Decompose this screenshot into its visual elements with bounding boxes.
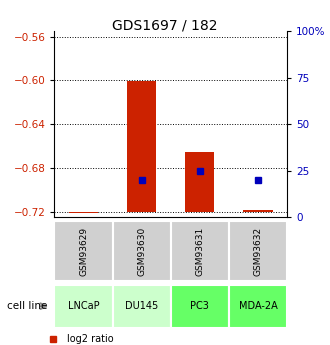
- Bar: [113, 221, 171, 281]
- Text: GSM93631: GSM93631: [195, 226, 204, 276]
- Bar: [54, 221, 113, 281]
- Text: log2 ratio: log2 ratio: [67, 334, 114, 344]
- Bar: [113, 285, 171, 328]
- Bar: [127, 81, 156, 212]
- Bar: [171, 221, 229, 281]
- Bar: [244, 210, 273, 212]
- Text: GSM93629: GSM93629: [79, 226, 88, 276]
- Text: LNCaP: LNCaP: [68, 301, 99, 311]
- Bar: [54, 285, 113, 328]
- Text: GSM93630: GSM93630: [137, 226, 146, 276]
- Text: GSM93632: GSM93632: [253, 226, 263, 276]
- Bar: [171, 285, 229, 328]
- Bar: [185, 151, 214, 212]
- Text: GDS1697 / 182: GDS1697 / 182: [112, 19, 218, 33]
- Text: DU145: DU145: [125, 301, 158, 311]
- Text: MDA-2A: MDA-2A: [239, 301, 278, 311]
- Bar: [69, 212, 98, 213]
- Text: cell line: cell line: [7, 301, 47, 311]
- Text: PC3: PC3: [190, 301, 209, 311]
- Bar: [229, 221, 287, 281]
- Bar: [229, 285, 287, 328]
